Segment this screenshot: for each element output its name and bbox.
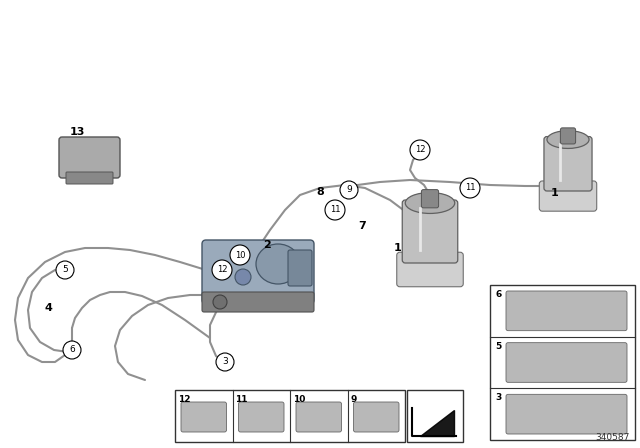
Circle shape — [235, 269, 251, 285]
Circle shape — [325, 200, 345, 220]
Circle shape — [213, 295, 227, 309]
Circle shape — [212, 260, 232, 280]
FancyBboxPatch shape — [66, 172, 113, 184]
FancyBboxPatch shape — [506, 343, 627, 382]
Text: 8: 8 — [316, 187, 324, 197]
Text: 6: 6 — [495, 290, 501, 299]
Text: 5: 5 — [495, 342, 501, 351]
FancyBboxPatch shape — [296, 402, 342, 432]
Circle shape — [63, 341, 81, 359]
Text: 12: 12 — [415, 146, 425, 155]
Text: 3: 3 — [495, 393, 501, 402]
FancyBboxPatch shape — [403, 200, 458, 263]
FancyBboxPatch shape — [561, 128, 575, 144]
Text: 12: 12 — [217, 266, 227, 275]
FancyBboxPatch shape — [506, 394, 627, 434]
Text: 11: 11 — [330, 206, 340, 215]
FancyBboxPatch shape — [506, 291, 627, 331]
Text: 3: 3 — [222, 358, 228, 366]
Circle shape — [460, 178, 480, 198]
FancyBboxPatch shape — [353, 402, 399, 432]
Text: 1: 1 — [394, 243, 402, 253]
FancyBboxPatch shape — [239, 402, 284, 432]
Text: 7: 7 — [358, 221, 366, 231]
Text: 340587: 340587 — [596, 433, 630, 442]
FancyBboxPatch shape — [490, 285, 635, 440]
FancyBboxPatch shape — [540, 181, 596, 211]
Circle shape — [56, 261, 74, 279]
Text: 12: 12 — [178, 395, 191, 404]
Text: 13: 13 — [69, 127, 84, 137]
FancyBboxPatch shape — [181, 402, 227, 432]
FancyBboxPatch shape — [421, 190, 438, 208]
Circle shape — [410, 140, 430, 160]
Circle shape — [340, 181, 358, 199]
Text: 10: 10 — [293, 395, 305, 404]
Text: 5: 5 — [62, 266, 68, 275]
Text: 9: 9 — [351, 395, 357, 404]
Text: 1: 1 — [551, 188, 559, 198]
Ellipse shape — [547, 131, 589, 148]
Text: 11: 11 — [465, 184, 476, 193]
Circle shape — [230, 245, 250, 265]
Text: 6: 6 — [69, 345, 75, 354]
FancyBboxPatch shape — [288, 250, 312, 286]
Text: 10: 10 — [235, 250, 245, 259]
FancyBboxPatch shape — [544, 137, 592, 191]
FancyBboxPatch shape — [202, 240, 314, 304]
FancyBboxPatch shape — [202, 292, 314, 312]
Polygon shape — [420, 410, 454, 436]
Circle shape — [216, 353, 234, 371]
FancyBboxPatch shape — [407, 390, 463, 442]
Text: 2: 2 — [263, 240, 271, 250]
Ellipse shape — [256, 244, 300, 284]
FancyBboxPatch shape — [59, 137, 120, 178]
Text: 11: 11 — [236, 395, 248, 404]
Text: 4: 4 — [44, 303, 52, 313]
FancyBboxPatch shape — [175, 390, 405, 442]
Ellipse shape — [405, 193, 455, 213]
Text: 9: 9 — [346, 185, 352, 194]
FancyBboxPatch shape — [397, 252, 463, 287]
